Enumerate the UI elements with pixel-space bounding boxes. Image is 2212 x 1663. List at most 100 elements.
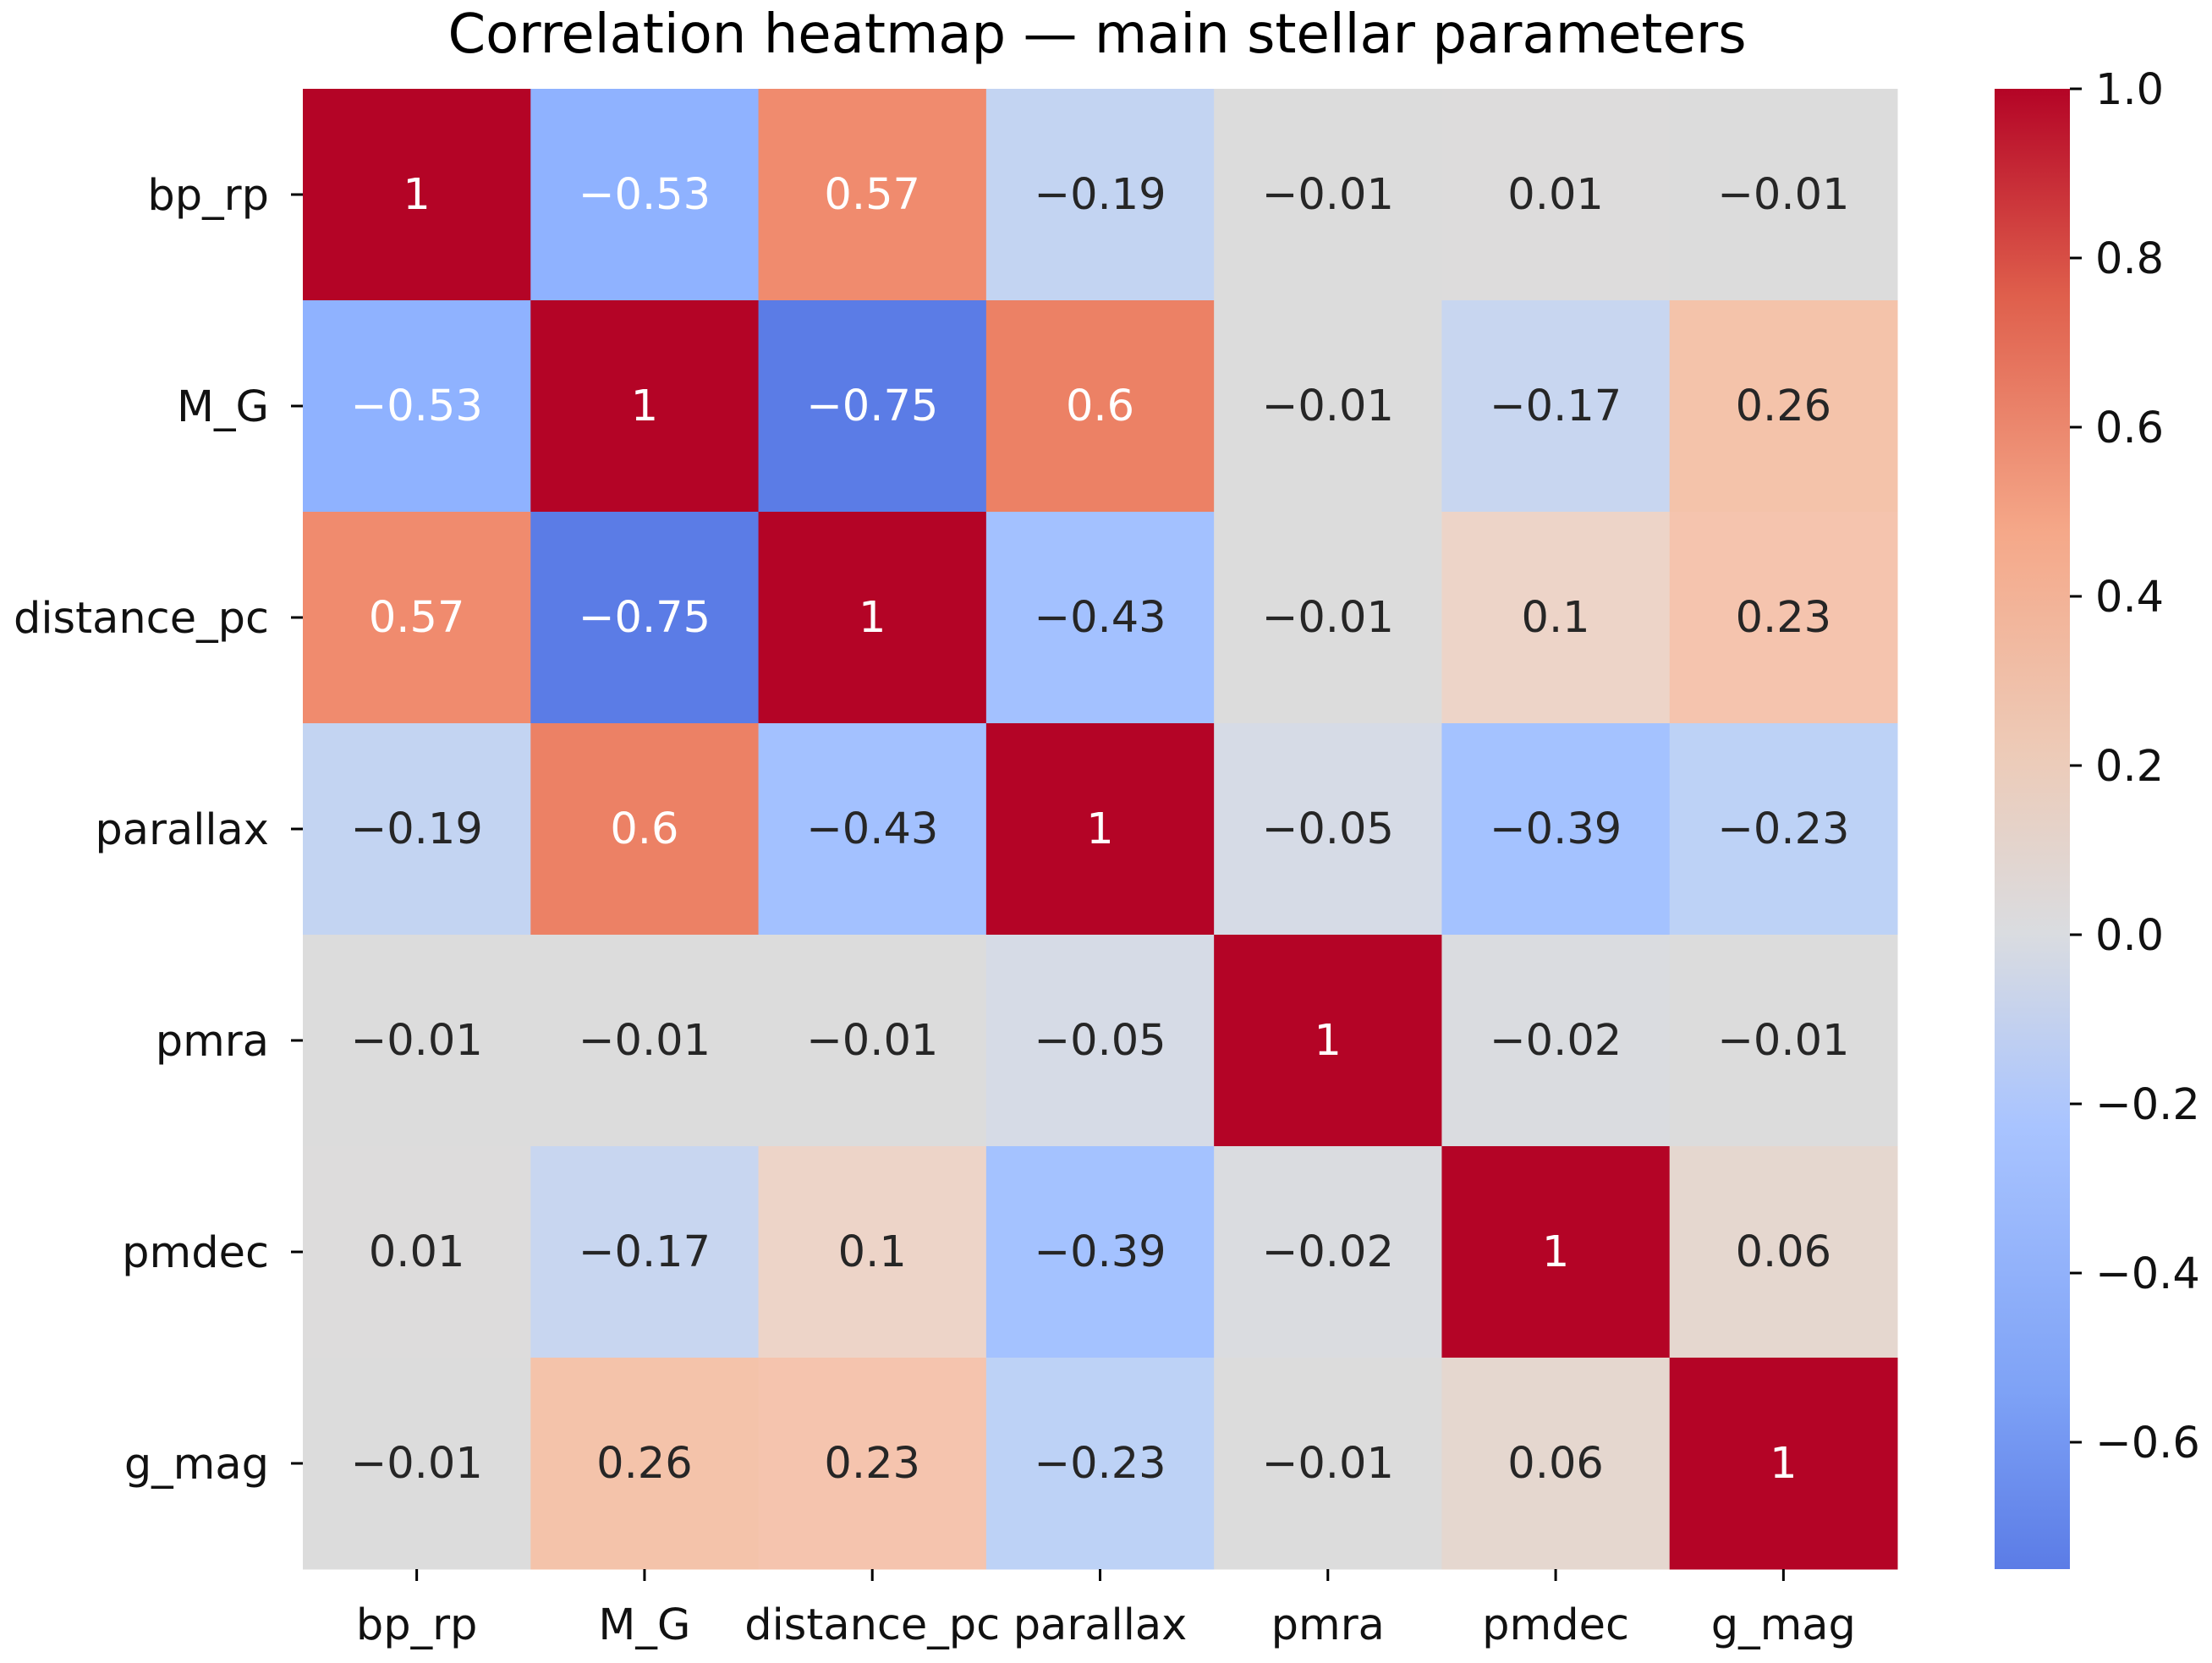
heatmap-value-label: −0.05	[1034, 1016, 1166, 1066]
heatmap-cell-distance-pc-g-mag	[1669, 512, 1898, 724]
heatmap-cell-m-g-pmra	[1214, 300, 1442, 513]
heatmap-cell-pmra-g-mag	[1669, 935, 1898, 1147]
colorbar-tick-label: 1.0	[2095, 65, 2164, 115]
heatmap-value-label: −0.39	[1490, 804, 1622, 854]
heatmap-value-label: −0.53	[350, 381, 482, 431]
colorbar-ticks: 1.0 0.8 0.6 0.4 0.2 0.0 −0.2 −0.4 −0.6	[2070, 65, 2200, 1468]
heatmap-value-label: −0.23	[1717, 804, 1849, 854]
y-axis-label-pmra: pmra	[156, 1017, 269, 1067]
heatmap-cell-bp-rp-pmdec	[1441, 89, 1671, 301]
heatmap-cell-distance-pc-m-g	[530, 512, 760, 724]
heatmap-cell-m-g-bp-rp	[303, 300, 531, 513]
heatmap-value-label: 1	[859, 593, 886, 643]
heatmap-cell-parallax-bp-rp	[303, 723, 531, 936]
heatmap-value-label: 0.1	[838, 1227, 907, 1277]
heatmap-cell-bp-rp-parallax	[985, 89, 1215, 301]
y-axis-label-bp-rp: bp_rp	[147, 171, 269, 221]
heatmap-value-label: 0.57	[824, 170, 920, 220]
x-axis-label-bp-rp: bp_rp	[356, 1600, 478, 1650]
heatmap-value-label: −0.01	[1717, 1016, 1849, 1066]
heatmap-value-label: −0.01	[579, 1016, 711, 1066]
heatmap-value-label: −0.01	[806, 1016, 938, 1066]
heatmap-cell-g-mag-bp-rp	[303, 1358, 531, 1570]
heatmap-cell-distance-pc-pmra	[1214, 512, 1442, 724]
heatmap-value-label: −0.01	[1262, 381, 1394, 431]
heatmap-cell-bp-rp-m-g	[530, 89, 760, 301]
heatmap-value-label: 1	[1315, 1016, 1342, 1066]
heatmap-cell-pmra-parallax	[985, 935, 1215, 1147]
colorbar-tick-label: −0.4	[2095, 1249, 2200, 1299]
heatmap-value-label: 1	[1086, 804, 1113, 854]
colorbar-tick-label: −0.2	[2095, 1080, 2200, 1130]
heatmap-value-label: −0.01	[1717, 170, 1849, 220]
x-axis-label-distance-pc: distance_pc	[744, 1600, 1000, 1650]
heatmap-value-label: 0.1	[1522, 593, 1590, 643]
heatmap-value-label: 0.6	[610, 804, 678, 854]
heatmap-value-label: −0.19	[1034, 170, 1166, 220]
x-axis: bp_rp M_G distance_pc parallax pmra pmdec g_ma…	[356, 1569, 1856, 1650]
heatmap-value-label: 0.06	[1736, 1227, 1832, 1277]
heatmap-cell-pmdec-g-mag	[1669, 1146, 1898, 1358]
colorbar-tick-label: 0.0	[2095, 911, 2164, 961]
heatmap-value-label: −0.05	[1262, 804, 1394, 854]
heatmap-cell-pmra-pmdec	[1441, 935, 1671, 1147]
heatmap-cell-bp-rp-pmra	[1214, 89, 1442, 301]
heatmap-cell-parallax-pmra	[1214, 723, 1442, 936]
heatmap-value-label: −0.23	[1034, 1439, 1166, 1489]
x-axis-label-pmra: pmra	[1271, 1600, 1385, 1650]
heatmap-value-label: 0.57	[369, 593, 465, 643]
heatmap-value-label: −0.02	[1262, 1227, 1394, 1277]
heatmap-cell-pmdec-m-g	[530, 1146, 760, 1358]
colorbar: 1.0 0.8 0.6 0.4 0.2 0.0 −0.2 −0.4 −0.6	[1995, 65, 2200, 1569]
heatmap-cell-m-g-distance-pc	[758, 300, 987, 513]
heatmap-value-label: 0.01	[1507, 170, 1604, 220]
heatmap-value-label: −0.43	[1034, 593, 1166, 643]
heatmap-value-label: −0.01	[350, 1439, 482, 1489]
chart-title: Correlation heatmap — main stellar param…	[447, 3, 1746, 66]
heatmap-cell-m-g-parallax	[985, 300, 1215, 513]
heatmap-value-labels: 1 −0.53 0.57 −0.19 −0.01 0.01 −0.01 −0.53 1 −0.75…	[350, 170, 1849, 1489]
colorbar-tick-label: 0.8	[2095, 234, 2164, 284]
x-axis-label-parallax: parallax	[1013, 1600, 1188, 1650]
heatmap-cell-parallax-pmdec	[1441, 723, 1671, 936]
heatmap-value-label: 1	[403, 170, 430, 220]
heatmap-cell-g-mag-g-mag	[1669, 1358, 1898, 1570]
heatmap-value-label: 0.23	[824, 1439, 920, 1489]
heatmap-cell-pmra-bp-rp	[303, 935, 531, 1147]
colorbar-tick-label: 0.2	[2095, 742, 2164, 792]
heatmap-cell-distance-pc-parallax	[985, 512, 1215, 724]
x-axis-label-g-mag: g_mag	[1711, 1600, 1856, 1650]
heatmap-cell-pmdec-pmra	[1214, 1146, 1442, 1358]
heatmap-value-label: −0.43	[806, 804, 938, 854]
heatmap-cell-g-mag-parallax	[985, 1358, 1215, 1570]
heatmap-cell-m-g-pmdec	[1441, 300, 1671, 513]
heatmap-value-label: 0.06	[1507, 1439, 1604, 1489]
heatmap-cell-g-mag-m-g	[530, 1358, 760, 1570]
heatmap-value-label: 1	[1542, 1227, 1569, 1277]
y-axis-label-pmdec: pmdec	[122, 1228, 269, 1278]
y-axis: bp_rp M_G distance_pc parallax pmra pmdec g_ma…	[14, 171, 303, 1490]
x-axis-label-pmdec: pmdec	[1482, 1600, 1629, 1650]
y-axis-label-parallax: parallax	[95, 805, 269, 855]
x-axis-label-m-g: M_G	[598, 1600, 690, 1650]
heatmap-cell-g-mag-distance-pc	[758, 1358, 987, 1570]
heatmap-value-label: −0.39	[1034, 1227, 1166, 1277]
heatmap-value-label: −0.75	[579, 593, 711, 643]
heatmap-value-label: −0.01	[1262, 593, 1394, 643]
heatmap-cell-pmdec-pmdec	[1441, 1146, 1671, 1358]
y-axis-label-m-g: M_G	[177, 382, 269, 432]
heatmap-value-label: 1	[1770, 1439, 1797, 1489]
heatmap-value-label: −0.75	[806, 381, 938, 431]
heatmap-cell-parallax-parallax	[985, 723, 1215, 936]
heatmap-cell-g-mag-pmra	[1214, 1358, 1442, 1570]
heatmap-value-label: 1	[631, 381, 658, 431]
heatmap-cell-distance-pc-pmdec	[1441, 512, 1671, 724]
colorbar-gradient-bar	[1995, 89, 2070, 1569]
heatmap-cell-bp-rp-distance-pc	[758, 89, 987, 301]
colorbar-tick-label: 0.6	[2095, 403, 2164, 453]
heatmap-cell-grid	[303, 89, 1898, 1570]
heatmap-cell-parallax-g-mag	[1669, 723, 1898, 936]
heatmap-cell-pmdec-bp-rp	[303, 1146, 531, 1358]
heatmap-value-label: −0.17	[579, 1227, 711, 1277]
heatmap-value-label: 0.01	[369, 1227, 465, 1277]
